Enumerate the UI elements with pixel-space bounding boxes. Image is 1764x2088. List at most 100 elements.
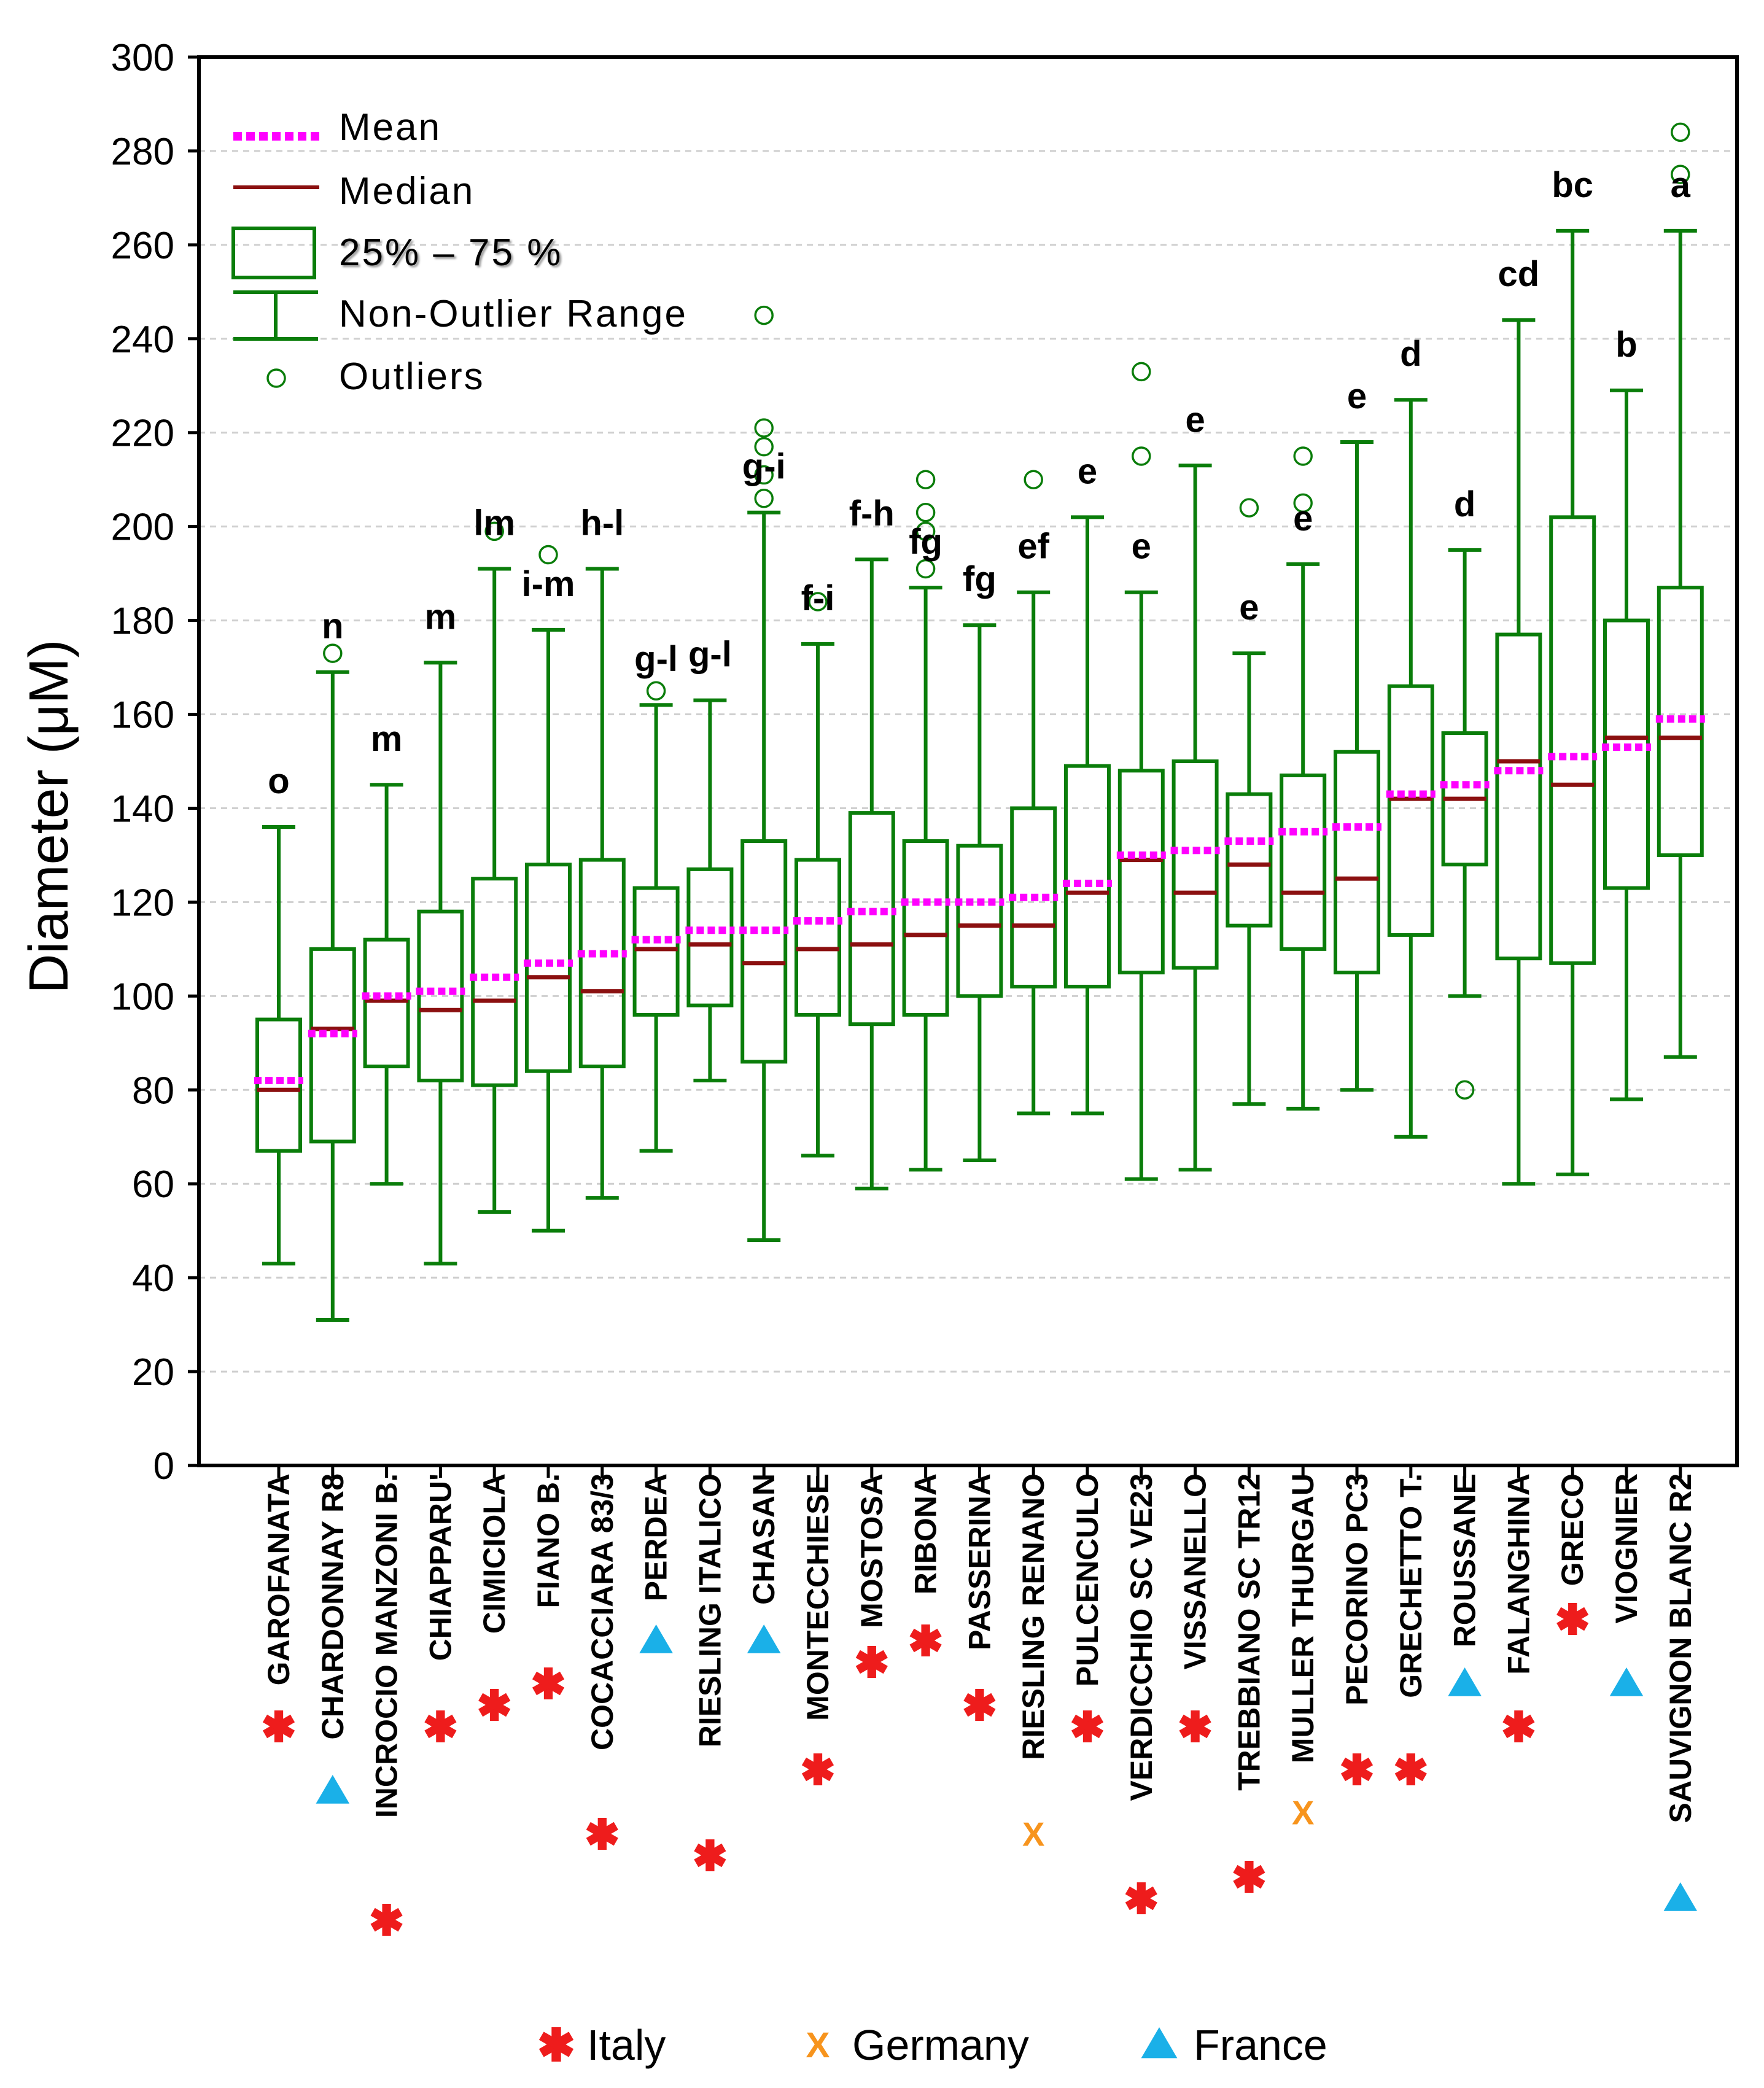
outlier-point [754, 305, 774, 325]
country-marker-asterisk-stroke [532, 1671, 565, 1696]
country-marker-asterisk-stroke [1233, 1865, 1265, 1889]
category-label: PERDEA [639, 1473, 674, 1601]
box-montecchiese: f-i [793, 578, 842, 1158]
significance-letter: fg [963, 559, 997, 599]
outlier-point [1671, 122, 1690, 142]
country-marker-asterisk [909, 1624, 942, 1656]
box-riesling-italico: g-l [685, 635, 735, 1082]
country-marker-asterisk [478, 1689, 511, 1721]
y-tick-label: 40 [132, 1257, 174, 1300]
outlier-point [1132, 362, 1151, 382]
significance-letter: f-i [801, 578, 835, 618]
box-muller-thurgau: e [1278, 446, 1328, 1111]
country-marker-triangle [1448, 1667, 1482, 1696]
outlier-point [1293, 493, 1313, 513]
legend: Mean Median 25% – 75 % Non-Outlier Range Out… [231, 106, 686, 398]
y-tick-label: 80 [132, 1069, 174, 1112]
category-label: VERDICCHIO SC VE23 [1124, 1473, 1159, 1801]
y-tick-label: 180 [111, 600, 174, 643]
category-label: CHIAPPARU' [423, 1473, 457, 1661]
plot-frame [197, 55, 1739, 1467]
iqr-box [686, 867, 734, 1007]
country-legend-label: France [1194, 2021, 1327, 2069]
significance-letter: o [268, 761, 289, 801]
country-marker-asterisk [1233, 1861, 1265, 1893]
legend-mean-label: Mean [339, 106, 441, 149]
significance-letter: e [1347, 376, 1367, 416]
iqr-box [795, 858, 841, 1017]
box-pecorino-pc3: e [1332, 376, 1381, 1092]
outlier-point [915, 470, 936, 489]
significance-letter: a [1671, 165, 1691, 205]
significance-letter: lm [473, 503, 515, 543]
iqr-box [363, 937, 410, 1069]
country-marker-asterisk-stroke [1179, 1714, 1211, 1739]
country-marker-triangle [639, 1624, 673, 1653]
box-incrocio-manzoni-b-: m [362, 719, 411, 1186]
country-legend: Italy X Germany France [538, 2021, 1327, 2069]
category-label: COCACCIARA 83/3 [585, 1473, 620, 1750]
country-marker-asterisk-stroke [1556, 1607, 1589, 1631]
y-tick-label: 60 [132, 1163, 174, 1206]
significance-letter: cd [1498, 254, 1540, 294]
country-marker-asterisk-stroke [963, 1693, 996, 1717]
country-marker-triangle [1609, 1667, 1644, 1696]
legend-box-swatch [231, 227, 316, 279]
box-chasan: g-i [739, 305, 789, 1242]
country-marker-asterisk-stroke [424, 1714, 457, 1739]
box-viognier: b [1602, 325, 1651, 1101]
country-marker-asterisk-stroke [1340, 1757, 1374, 1782]
box-riesling-renano: ef [1009, 470, 1059, 1116]
box-ribona: fg [901, 470, 950, 1172]
country-marker-asterisk [424, 1710, 457, 1742]
box-cocacciara-83-3: h-l [577, 503, 627, 1200]
country-marker-asterisk [694, 1839, 726, 1871]
significance-letter: e [1185, 400, 1205, 440]
y-tick-label: 220 [111, 413, 174, 455]
category-label: PECORINO PC3 [1340, 1473, 1374, 1706]
iqr-box [1064, 764, 1111, 989]
iqr-box [1603, 618, 1650, 890]
category-label: FIANO B. [531, 1473, 565, 1608]
country-marker-asterisk-stroke [909, 1628, 942, 1653]
country-legend-marker-x: X [806, 2025, 830, 2065]
box-grechetto-t-: d [1386, 334, 1436, 1139]
category-label: INCROCIO MANZONI B. [370, 1473, 404, 1818]
y-tick-label: 200 [111, 506, 174, 549]
iqr-box [309, 947, 356, 1144]
category-label: MOSTOSA [855, 1473, 889, 1628]
y-tick-label: 120 [111, 882, 174, 924]
legend-outlier-label: Outliers [339, 355, 485, 398]
significance-letter: g-i [742, 447, 786, 487]
significance-letter: h-l [580, 503, 624, 543]
outlier-point [1239, 498, 1259, 518]
y-tick-label: 160 [111, 694, 174, 737]
country-marker-asterisk-stroke [1502, 1714, 1535, 1739]
box-chiapparu-: m [416, 597, 465, 1266]
outlier-point [1132, 446, 1151, 466]
country-marker-asterisk-stroke [478, 1693, 511, 1717]
iqr-box [1549, 515, 1596, 965]
y-tick-label: 260 [111, 225, 174, 267]
y-tick-label: 300 [111, 37, 174, 79]
significance-letter: e [1132, 527, 1151, 567]
y-tick-label: 100 [111, 976, 174, 1018]
category-label: RIBONA [909, 1473, 943, 1594]
country-legend-marker-asterisk [538, 2027, 574, 2062]
category-label: PASSERINA [962, 1473, 997, 1650]
significance-letter: g-l [688, 635, 732, 675]
y-tick-label: 240 [111, 319, 174, 361]
category-label: VISSANELLO [1178, 1473, 1213, 1669]
country-marker-asterisk-stroke [370, 1908, 403, 1932]
outlier-point [754, 465, 774, 485]
outlier-point [323, 643, 343, 663]
outlier-point [646, 681, 666, 701]
outlier-point [1455, 1080, 1475, 1100]
significance-letter: bc [1552, 165, 1593, 205]
significance-letter: d [1454, 484, 1475, 524]
country-marker-asterisk [1394, 1753, 1427, 1785]
significance-letter: f-h [849, 494, 895, 534]
